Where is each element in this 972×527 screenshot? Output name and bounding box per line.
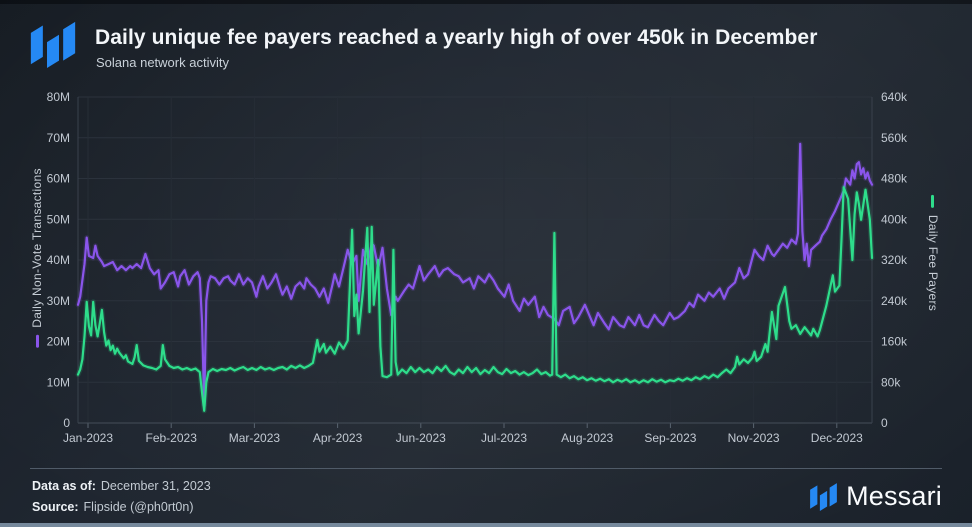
gridlines (78, 96, 872, 423)
fee-payers-legend-swatch (930, 194, 934, 208)
messari-wordmark-icon (810, 482, 837, 511)
x-axis-tick-label: Feb-2023 (146, 431, 198, 445)
bottom-edge-strip (0, 523, 972, 527)
left-axis-tick-label: 80M (47, 90, 70, 104)
source-label: Source: (32, 500, 79, 514)
left-axis-title-text: Daily Non-Vote Transactions (30, 168, 44, 328)
left-axis-tick-label: 60M (47, 172, 70, 186)
page-title: Daily unique fee payers reached a yearly… (95, 26, 818, 49)
data-as-of-value: December 31, 2023 (100, 479, 211, 493)
left-axis-tick-label: 30M (47, 294, 70, 308)
right-axis-tick-label: 480k (881, 172, 908, 186)
right-axis-tick-label: 160k (881, 335, 908, 349)
x-axis-tick-label: Jan-2023 (63, 431, 113, 445)
x-axis-tick-label: Nov-2023 (728, 431, 780, 445)
source-value: Flipside (@ph0rt0n) (83, 500, 194, 514)
left-axis-tick-label: 50M (47, 212, 70, 226)
x-axis-tick-label: Mar-2023 (229, 431, 281, 445)
x-axis-tick-label: Sep-2023 (644, 431, 696, 445)
messari-logo-icon (30, 21, 76, 68)
right-axis-title-text: Daily Fee Payers (926, 214, 940, 312)
axis-lines (77, 97, 873, 428)
left-axis-tick-label: 0 (63, 416, 70, 430)
data-as-of-label: Data as of: (32, 479, 96, 493)
non-vote-transactions-legend-swatch (36, 334, 40, 348)
right-axis-tick-label: 240k (881, 294, 908, 308)
right-axis-title: Daily Fee Payers (926, 194, 940, 312)
tick-labels: 0 0 10M 80k 20M 160k 30M 240k 40M 320k 50M 400k 60M 4… (47, 90, 908, 445)
x-axis-tick-label: Aug-2023 (561, 431, 613, 445)
messari-wordmark-text: Messari (846, 480, 942, 511)
daily-non-vote-transactions-glow (75, 141, 875, 408)
right-axis-tick-label: 400k (881, 212, 908, 226)
right-axis-tick-label: 0 (881, 416, 888, 430)
x-axis-tick-label: Dec-2023 (811, 431, 863, 445)
left-axis-title: Daily Non-Vote Transactions (30, 168, 44, 348)
right-axis-tick-label: 640k (881, 90, 908, 104)
footer-divider (30, 468, 942, 469)
right-axis-tick-label: 320k (881, 253, 908, 267)
left-axis-tick-label: 40M (47, 253, 70, 267)
data-series (75, 141, 875, 414)
right-axis-tick-label: 80k (881, 375, 901, 389)
x-axis-tick-label: Apr-2023 (313, 431, 363, 445)
source-line: Source: Flipside (@ph0rt0n) (32, 500, 194, 514)
page-subtitle: Solana network activity (96, 55, 229, 70)
left-axis-tick-label: 20M (47, 335, 70, 349)
daily-non-vote-transactions-line (76, 142, 874, 406)
messari-wordmark: Messari (810, 476, 942, 516)
top-edge-strip (0, 0, 972, 4)
left-axis-tick-label: 70M (47, 131, 70, 145)
daily-fee-payers-line (76, 186, 874, 412)
daily-fee-payers-glow (75, 184, 875, 414)
x-axis-tick-label: Jul-2023 (481, 431, 527, 445)
data-as-of-line: Data as of: December 31, 2023 (32, 479, 211, 493)
left-axis-tick-label: 10M (47, 375, 70, 389)
x-axis-tick-label: Jun-2023 (396, 431, 446, 445)
right-axis-tick-label: 560k (881, 131, 908, 145)
